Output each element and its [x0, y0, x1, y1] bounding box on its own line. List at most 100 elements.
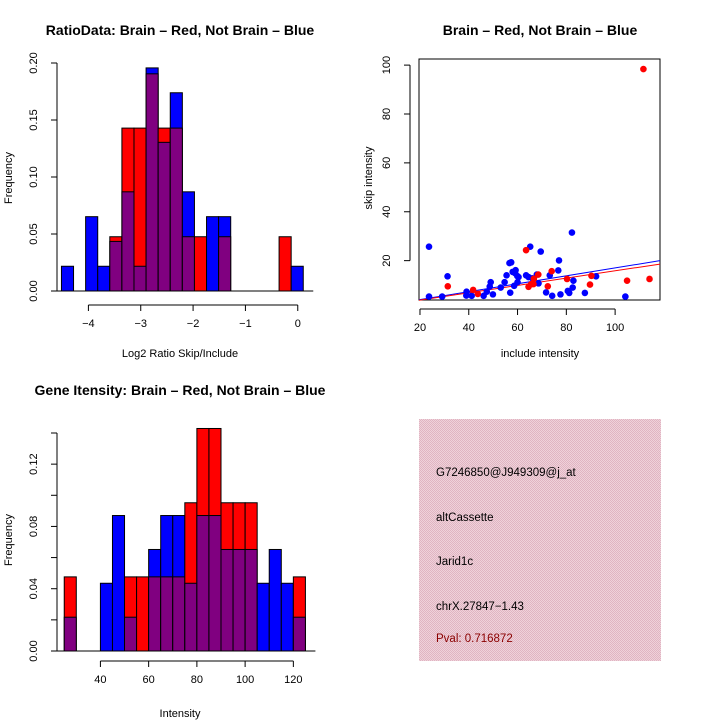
scatter-point-blue: [622, 293, 629, 300]
ratio-hist-bar-overlap: [181, 236, 195, 292]
info-panel: G7246850@J949309@j_at altCassette Jarid1…: [419, 419, 661, 661]
scatter-plot-box: [418, 58, 661, 301]
ratio-hist-x-tick-label: 0: [295, 318, 301, 330]
intensity-hist-bar-overlap: [172, 576, 186, 652]
ratio-hist-bar-blue: [206, 216, 220, 292]
ratio-hist-bar-overlap: [145, 73, 159, 292]
ratio-hist-x-tick-label: −3: [134, 318, 147, 330]
scatter-point-red: [646, 275, 653, 283]
scatter-point-blue: [438, 293, 446, 300]
scatter-point-red: [588, 272, 595, 280]
scatter-point-blue: [483, 288, 491, 295]
scatter-point-red: [444, 283, 452, 290]
scatter-point-blue: [555, 257, 563, 264]
scatter-point-blue: [570, 277, 577, 284]
location-text: chrX.27847−1.43: [436, 601, 524, 613]
scatter-y-tick-label: 20: [381, 255, 393, 267]
ratio-histogram-panel: RatioData: Brain – Red, Not Brain – Blue…: [3, 22, 314, 360]
intensity-hist-x-tick-label: 120: [284, 674, 302, 686]
scatter-xlabel: include intensity: [501, 348, 580, 360]
intensity-hist-x-tick-label: 100: [236, 674, 254, 686]
info-panel-background: [419, 419, 661, 661]
scatter-point-blue: [489, 291, 497, 298]
ratio-hist-bar-blue: [85, 216, 99, 292]
scatter-point-blue: [444, 272, 451, 280]
gene-name-text: Jarid1c: [436, 556, 473, 568]
probe-id-text: G7246850@J949309@j_at: [436, 467, 577, 479]
intensity-hist-bar-overlap: [292, 616, 306, 652]
ratio-hist-x-tick-label: −1: [239, 318, 252, 330]
intensity-hist-bar-blue: [280, 582, 294, 652]
scatter-point-red: [474, 290, 482, 298]
scatter-title: Brain – Red, Not Brain – Blue: [443, 22, 638, 38]
scatter-x-tick-label: 100: [606, 322, 624, 334]
ratio-hist-bar-overlap: [133, 265, 147, 292]
scatter-y-tick-label: 100: [381, 56, 393, 74]
scatter-point-red: [469, 286, 477, 294]
intensity-histogram-ylabel: Frequency: [3, 514, 15, 566]
intensity-hist-bar-blue: [268, 548, 282, 652]
scatter-point-blue: [507, 259, 515, 266]
ratio-hist-x-tick-label: −4: [82, 318, 95, 330]
ratio-hist-bar-overlap: [157, 141, 171, 292]
intensity-hist-bar-overlap: [220, 548, 234, 652]
ratio-hist-bar-blue: [60, 265, 75, 292]
intensity-hist-y-tick-label: 0.08: [28, 516, 40, 537]
intensity-histogram-panel: Gene Itensity: Brain – Red, Not Brain – …: [3, 382, 326, 720]
scatter-x-tick-label: 80: [560, 322, 572, 334]
ratio-histogram-xlabel: Log2 Ratio Skip/Include: [122, 348, 238, 360]
scatter-point-blue: [581, 289, 589, 297]
intensity-hist-bar-blue: [256, 582, 270, 652]
scatter-fit-line: [418, 260, 661, 301]
scatter-point-blue: [425, 293, 433, 300]
ratio-histogram-ylabel: Frequency: [3, 152, 15, 204]
intensity-hist-bar-blue: [111, 515, 126, 652]
scatter-point-blue: [510, 282, 518, 290]
ratio-hist-y-tick-label: 0.15: [28, 109, 40, 130]
scatter-point-blue: [515, 273, 522, 281]
scatter-x-tick-label: 40: [463, 322, 475, 334]
ratio-hist-y-tick-label: 0.05: [28, 223, 40, 244]
intensity-hist-bar-overlap: [160, 576, 174, 652]
scatter-point-blue: [569, 284, 576, 291]
scatter-point-red: [530, 280, 537, 288]
scatter-point-blue: [537, 248, 545, 255]
ratio-hist-bar-red: [278, 236, 292, 292]
scatter-point-red: [623, 277, 631, 284]
scatter-point-blue: [542, 289, 550, 296]
scatter-point-blue: [512, 266, 519, 274]
scatter-point-blue: [565, 289, 573, 297]
scatter-x-tick-label: 60: [511, 322, 523, 334]
scatter-point-red: [586, 281, 594, 288]
scatter-point-red: [530, 275, 538, 283]
ratio-hist-bar-red: [193, 236, 208, 292]
intensity-histogram-xlabel: Intensity: [160, 708, 201, 720]
event-type-text: altCassette: [436, 512, 494, 524]
ratio-hist-bar-blue: [97, 265, 111, 292]
intensity-hist-bar-red: [136, 576, 150, 652]
scatter-point-blue: [568, 229, 576, 236]
scatter-point-red: [522, 246, 530, 254]
ratio-hist-x-tick-label: −2: [187, 318, 200, 330]
intensity-hist-bar-overlap: [244, 548, 258, 652]
intensity-hist-x-tick-label: 80: [191, 674, 203, 686]
intensity-hist-bar-blue: [99, 582, 113, 652]
intensity-hist-x-tick-label: 40: [94, 674, 106, 686]
scatter-point-blue: [486, 283, 494, 290]
scatter-point-blue: [503, 272, 510, 279]
ratio-histogram-title: RatioData: Brain – Red, Not Brain – Blue: [46, 22, 315, 38]
ratio-hist-y-tick-label: 0.00: [28, 280, 40, 301]
scatter-point-blue: [468, 292, 475, 300]
scatter-point-blue: [554, 267, 562, 274]
scatter-point-blue: [506, 289, 514, 296]
ratio-hist-y-tick-label: 0.10: [28, 166, 40, 187]
pval-text: Pval: 0.716872: [436, 633, 513, 645]
scatter-point-red: [563, 275, 571, 283]
intensity-hist-y-tick-label: 0.04: [28, 578, 40, 599]
intensity-histogram-title: Gene Itensity: Brain – Red, Not Brain – …: [35, 382, 326, 398]
scatter-ylabel: skip intensity: [363, 146, 375, 209]
scatter-point-red: [544, 283, 552, 290]
intensity-hist-x-tick-label: 60: [143, 674, 155, 686]
intensity-hist-bar-overlap: [232, 548, 246, 652]
